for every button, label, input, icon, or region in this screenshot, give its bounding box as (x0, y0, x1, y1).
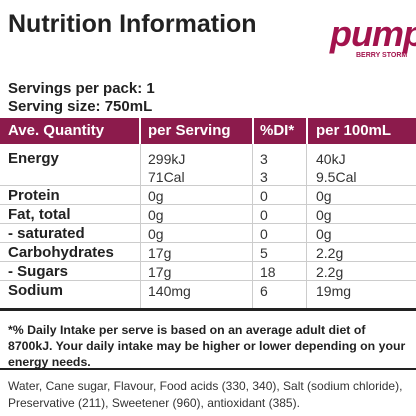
table-header (0, 118, 416, 144)
cell-value: 0g (316, 188, 332, 204)
cell-value: 140mg (148, 283, 191, 299)
header-cell: per 100mL (316, 122, 392, 139)
header-cell: %DI* (260, 122, 295, 139)
logo: pump (330, 13, 416, 54)
cell-value: 0g (148, 207, 164, 223)
row-line (0, 261, 416, 262)
row-line (0, 280, 416, 281)
row-line (0, 185, 416, 186)
rule (0, 308, 416, 311)
row-line (0, 242, 416, 243)
cell-value: 299kJ (148, 151, 186, 167)
header-cell: per Serving (148, 122, 231, 139)
cell-value: 6 (260, 283, 268, 299)
cell-value: 0g (148, 188, 164, 204)
cell-value: 5 (260, 245, 268, 261)
row-label: Sodium (8, 282, 63, 299)
cell-value: 0g (148, 226, 164, 242)
rule (0, 368, 416, 370)
cell-value: 0 (260, 226, 268, 242)
row-label: Carbohydrates (8, 244, 114, 261)
separator (252, 118, 254, 144)
cell-value: 2.2g (316, 245, 344, 261)
serving-size: Serving size: 750mL (8, 98, 153, 115)
row-line (0, 223, 416, 224)
cell-value: 0 (260, 188, 268, 204)
cell-value: 0g (316, 207, 332, 223)
cell-value: 0g (316, 226, 332, 242)
servings-per-pack: Servings per pack: 1 (8, 80, 155, 97)
cell-value: 3 (260, 151, 268, 167)
row-label: - Sugars (8, 263, 69, 280)
ingredients: Water, Cane sugar, Flavour, Food acids (… (8, 379, 403, 410)
cell-value: 17g (148, 245, 172, 261)
footnote: *% Daily Intake per serve is based on an… (8, 323, 406, 369)
separator (139, 118, 141, 144)
row-label: Energy (8, 150, 59, 167)
cell-value: 9.5Cal (316, 169, 357, 185)
header-cell: Ave. Quantity (8, 122, 105, 139)
row-label: Protein (8, 187, 60, 204)
row-line (0, 204, 416, 205)
cell-value: 2.2g (316, 264, 344, 280)
cell-value: 18 (260, 264, 276, 280)
row-label: - saturated (8, 225, 85, 242)
separator (252, 144, 253, 308)
title: Nutrition Information (8, 10, 257, 38)
row-label: Fat, total (8, 206, 71, 223)
cell-value: 3 (260, 169, 268, 185)
cell-value: 40kJ (316, 151, 346, 167)
cell-value: 0 (260, 207, 268, 223)
cell-value: 17g (148, 264, 172, 280)
logo-subtitle: BERRY STORM (356, 52, 408, 59)
cell-value: 71Cal (148, 169, 185, 185)
separator (306, 144, 307, 308)
separator (306, 118, 308, 144)
cell-value: 19mg (316, 283, 352, 299)
separator (140, 144, 141, 308)
